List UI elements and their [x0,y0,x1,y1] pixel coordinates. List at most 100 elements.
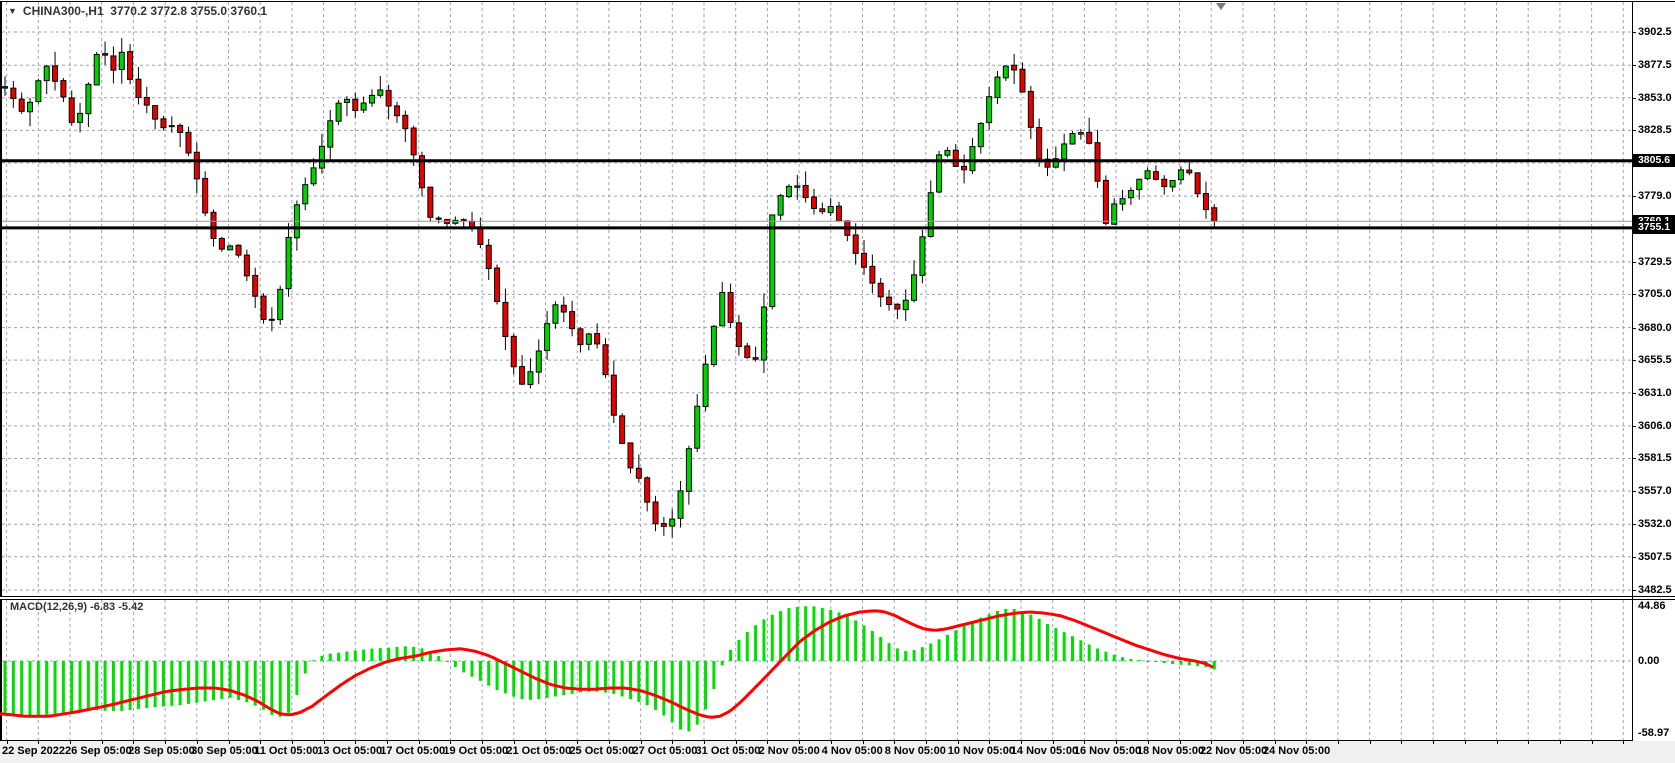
candle-bull [927,192,934,237]
macd-histogram-bar [303,661,307,674]
macd-name: MACD(12,26,9) [10,601,88,613]
time-axis-line [0,740,1633,741]
macd-histogram-bar [520,661,524,700]
time-axis-tick [862,741,864,744]
price-axis-label: 3705.0 [1638,288,1672,301]
macd-histogram-bar [53,661,57,715]
candle-bull [719,292,726,327]
pane-separator[interactable] [0,596,1675,600]
macd-histogram-bar [1162,661,1166,663]
macd-histogram-bar [320,655,324,661]
time-axis-tick [1528,741,1530,744]
candle-bull [994,76,1001,99]
macd-histogram-bar [337,652,341,661]
macd-histogram-bar [161,661,165,707]
candle-bull [118,51,125,71]
time-axis-tick [1464,741,1466,744]
macd-histogram-bar [1137,659,1141,661]
chart-plot-area[interactable] [0,0,1675,741]
macd-histogram-bar [545,661,549,698]
candle-bear [102,53,109,56]
macd-histogram-bar [620,661,624,697]
price-axis-label: 3902.5 [1638,26,1672,38]
macd-histogram-bar [1179,661,1183,665]
time-axis-tick [1242,741,1244,744]
candle-bull [302,184,309,205]
macd-histogram-bar [1112,654,1116,661]
macd-histogram-bar [895,648,899,661]
time-axis-tick [1433,741,1435,744]
macd-histogram-bar [1020,611,1024,661]
macd-histogram-bar [378,648,382,661]
candle-bear [735,322,742,347]
candle-bear [1161,178,1168,188]
time-axis-tick [1559,741,1561,744]
macd-histogram-bar [1154,661,1158,662]
time-axis-tick [1496,741,1498,744]
candle-bull [827,206,834,214]
price-axis-label: 3581.5 [1638,452,1672,465]
candle-bear [435,217,442,220]
candle-bear [1027,90,1034,128]
time-axis-tick [1338,741,1339,744]
macd-histogram-bar [403,646,407,661]
macd-histogram-bar [3,661,7,714]
time-axis-tick [355,741,357,744]
candlestick-series[interactable] [2,38,1218,538]
macd-histogram-bar [153,661,157,708]
price-axis-tick [1632,491,1636,493]
time-axis-tick [545,741,547,744]
macd-histogram-bar [587,661,591,692]
time-axis-tick [1369,741,1371,744]
macd-histogram-bar [578,661,582,693]
price-axis-tick [1632,32,1636,33]
candle-bear [852,234,859,254]
candle-bull [168,125,175,128]
macd-histogram-bar [729,649,733,661]
macd-histogram-bar [720,661,724,666]
macd-indicator-canvas[interactable] [0,600,1632,741]
candle-bear [469,220,476,228]
macd-histogram-bar [837,612,841,661]
macd-histogram-bar [1046,623,1049,661]
time-axis-tick [1211,741,1213,744]
macd-histogram-bar [812,606,816,661]
macd-histogram-bar [70,661,74,713]
macd-histogram-bar [687,661,691,732]
time-axis-tick [1084,741,1086,744]
candle-bear [577,328,584,346]
chart-shift-marker-icon[interactable] [1216,3,1226,10]
candle-bear [627,442,634,469]
macd-histogram-bar [1079,640,1083,661]
candle-bear [594,333,601,345]
time-axis-label: 26 Sep 05:00 [65,745,132,757]
price-axis-tick [1632,65,1636,67]
macd-histogram-bar [145,661,149,708]
macd-axis-label: 0.00 [1638,655,1660,667]
candle-bull [794,185,801,188]
candle-bear [802,184,809,199]
candle-bear [510,335,517,368]
macd-histogram-bar [962,625,966,661]
time-axis-tick [260,741,262,744]
candle-bear [1019,68,1026,93]
time-axis-label: 22 Nov 05:00 [1199,745,1268,757]
price-axis-tick [1632,590,1636,591]
candle-bull [585,333,592,345]
candle-bear [744,345,751,358]
time-axis-tick [1401,741,1403,744]
candle-bear [68,97,75,123]
symbol-dropdown-icon[interactable]: ▼ [8,6,17,16]
candle-bull [310,167,317,185]
time-axis-label: 14 Nov 05:00 [1010,745,1079,757]
macd-histogram-bar [787,608,791,661]
time-axis-tick [1021,741,1022,744]
macd-histogram-bar [487,661,491,686]
candle-bear [619,415,626,444]
time-axis-tick [291,741,293,744]
price-chart-canvas[interactable] [0,0,1632,596]
macd-histogram-bar [979,617,983,661]
candle-bull [685,448,692,492]
candle-bull [552,304,559,324]
candle-bull [343,98,350,103]
